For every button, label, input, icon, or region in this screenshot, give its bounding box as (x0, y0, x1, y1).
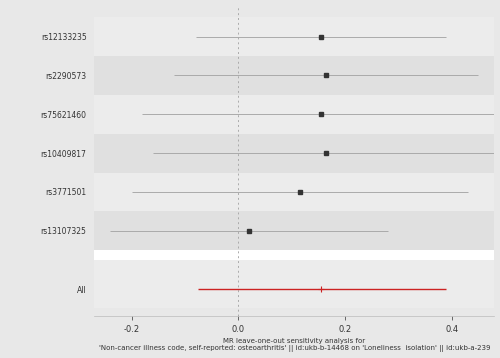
Bar (94, 17, 494, 56)
Bar (94, 211, 494, 250)
Bar (94, 250, 494, 260)
X-axis label: MR leave-one-out sensitivity analysis for
'Non-cancer illness code, self-reporte: MR leave-one-out sensitivity analysis fo… (98, 338, 490, 352)
Bar (94, 173, 494, 211)
Bar (94, 260, 494, 309)
Bar (94, 134, 494, 173)
Bar (94, 95, 494, 134)
Bar (94, 56, 494, 95)
